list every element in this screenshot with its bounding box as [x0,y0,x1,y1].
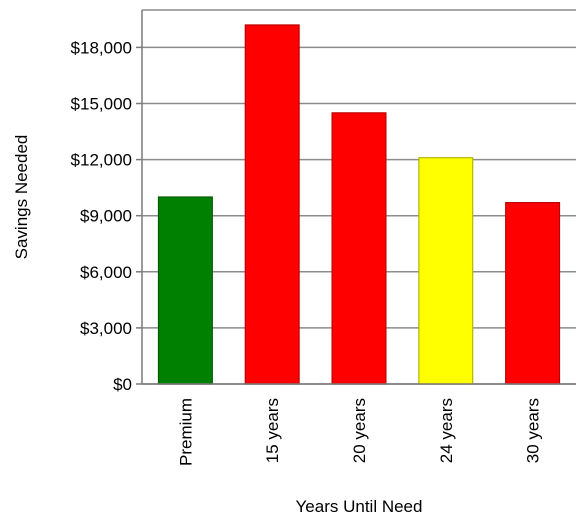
bars [157,24,561,385]
bar [331,112,387,385]
x-tick-label: 15 years [263,398,282,463]
y-tick-label: $0 [113,375,132,394]
x-axis-label: Years Until Need [296,497,423,516]
bar [418,157,474,385]
y-tick-label: $3,000 [80,319,132,338]
axes [136,10,576,385]
x-tick-label: 20 years [350,398,369,463]
x-tick-label: 30 years [524,398,543,463]
y-tick-label: $18,000 [71,38,132,57]
x-tick-labels: Premium 15 years 20 years 24 years 30 years [176,398,542,466]
x-tick-label: Premium [176,398,195,466]
y-tick-label: $9,000 [80,207,132,226]
y-tick-label: $12,000 [71,151,132,170]
x-tick-label: 24 years [437,398,456,463]
y-tick-label: $6,000 [80,263,132,282]
y-axis-label: Savings Needed [12,135,31,260]
bar [244,24,300,385]
bar [157,196,213,385]
bar [505,202,561,385]
y-tick-labels: $0 $3,000 $6,000 $9,000 $12,000 $15,000 $18,00… [71,38,132,394]
y-tick-label: $15,000 [71,95,132,114]
